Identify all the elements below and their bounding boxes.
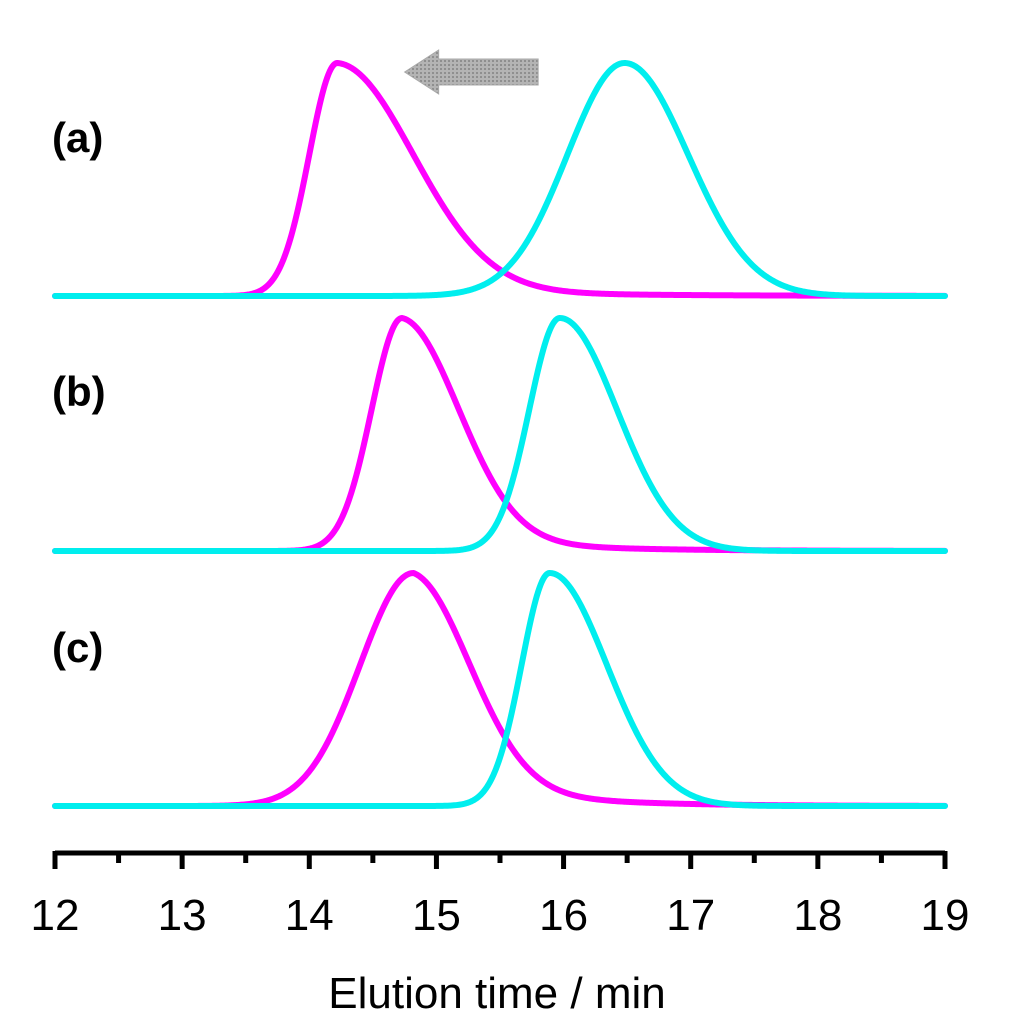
trace-a-magenta-line [52,60,948,299]
x-tick-label: 13 [158,891,207,940]
x-tick-label: 18 [793,891,842,940]
panel-label-c: (c) [52,624,103,671]
x-tick-label: 12 [31,891,80,940]
x-tick-label: 19 [921,891,970,940]
x-axis-title: Elution time / min [328,969,665,1018]
x-tick-label: 16 [539,891,588,940]
panel-label-b: (b) [52,368,106,415]
x-tick-label: 17 [666,891,715,940]
x-tick-label: 14 [285,891,334,940]
panel-label-a: (a) [52,114,103,161]
trace-c-magenta-line [52,570,948,809]
shift-arrow [403,49,539,95]
trace-a-cyan-line [52,60,948,299]
trace-b-cyan-line [52,315,948,554]
x-axis: 12 13 14 15 16 17 18 19 [31,850,970,940]
x-tick-label: 15 [412,891,461,940]
trace-c-cyan-line [52,570,948,809]
